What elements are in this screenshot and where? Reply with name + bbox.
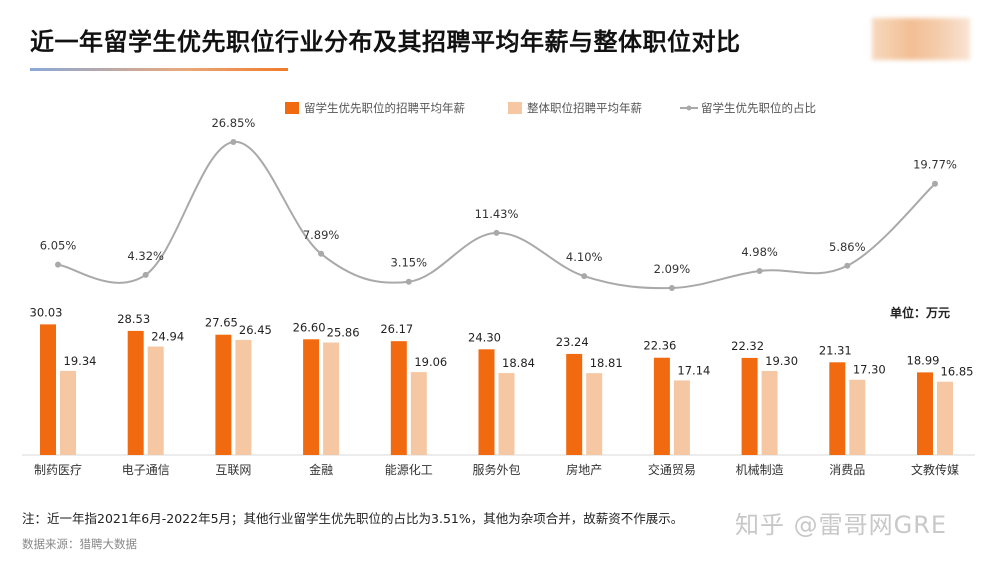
data-label-留学生-4: 26.60	[293, 320, 326, 334]
bar-留学生-2	[127, 330, 144, 455]
bar-整体-1	[60, 370, 76, 455]
data-label-留学生-1: 30.03	[30, 305, 63, 319]
line-label-10: 5.86%	[829, 240, 866, 254]
line-point-3	[230, 139, 237, 145]
bar-整体-5	[410, 372, 427, 455]
data-label-留学生-11: 18.99	[907, 353, 940, 367]
bar-留学生-1	[40, 324, 56, 455]
watermark: 知乎 @雷哥网GRE	[735, 511, 948, 539]
line-label-1: 6.05%	[40, 239, 77, 253]
data-label-留学生-10: 21.31	[819, 343, 852, 357]
legend-swatch-2	[508, 102, 522, 114]
bar-留学生-3	[215, 334, 232, 455]
data-label-留学生-3: 27.65	[205, 316, 238, 330]
x-tick-label-8: 交通贸易	[648, 462, 696, 477]
x-tick-label-7: 房地产	[566, 462, 602, 477]
legend-label-1: 留学生优先职位的招聘平均年薪	[304, 101, 465, 115]
line-label-8: 2.09%	[654, 262, 691, 276]
data-label-留学生-7: 23.24	[556, 335, 589, 349]
line-label-5: 3.15%	[391, 256, 428, 270]
x-tick-label-10: 消费品	[829, 463, 865, 477]
bar-留学生-5	[390, 341, 407, 455]
data-label-留学生-5: 26.17	[380, 322, 413, 336]
x-tick-label-3: 互联网	[215, 463, 251, 477]
line-share-series	[57, 140, 936, 290]
chart-area: 留学生优先职位的招聘平均年薪 整体职位招聘平均年薪 留学生优先职位的占比 30.03 1…	[22, 101, 975, 477]
bar-整体-3	[235, 339, 252, 455]
data-label-整体-6: 18.84	[502, 356, 535, 370]
x-tick-label-4: 金融	[309, 462, 333, 477]
line-label-3: 26.85%	[211, 116, 255, 130]
bar-整体-10	[849, 379, 866, 455]
data-label-整体-3: 26.45	[239, 323, 272, 337]
unit-label: 单位：万元	[890, 306, 951, 320]
legend-label-3: 留学生优先职位的占比	[701, 101, 816, 115]
bar-留学生-6	[478, 349, 495, 455]
x-tick-label-2: 电子通信	[122, 463, 170, 477]
data-label-留学生-2: 28.53	[117, 312, 150, 326]
line-point-9	[756, 267, 763, 274]
data-label-整体-8: 17.14	[677, 363, 710, 377]
legend-marker-3	[686, 105, 692, 111]
bar-留学生-10	[829, 362, 846, 455]
x-tick-label-6: 服务外包	[472, 462, 520, 477]
bar-留学生-11	[917, 372, 933, 455]
line-point-7	[581, 273, 588, 280]
data-label-整体-11: 16.85	[941, 365, 974, 379]
legend-label-2: 整体职位招聘平均年薪	[527, 101, 642, 115]
chart-title: 近一年留学生优先职位行业分布及其招聘平均年薪与整体职位对比	[30, 28, 741, 56]
bar-留学生-7	[566, 353, 583, 455]
line-label-7: 4.10%	[566, 250, 603, 264]
data-label-整体-7: 18.81	[590, 356, 623, 370]
bar-整体-4	[323, 342, 340, 455]
data-label-整体-4: 25.86	[327, 326, 360, 340]
line-point-2	[142, 271, 149, 278]
data-source: 数据来源：猎聘大数据	[22, 537, 137, 551]
line-label-9: 4.98%	[741, 245, 778, 259]
line-point-10	[844, 262, 851, 269]
data-label-整体-2: 24.94	[151, 330, 184, 344]
footnote: 注：近一年指2021年6月-2022年5月；其他行业留学生优先职位的占比为3.5…	[22, 511, 684, 526]
line-point-1	[55, 261, 61, 268]
line-point-4	[318, 250, 325, 257]
line-label-2: 4.32%	[127, 249, 164, 263]
bar-整体-7	[586, 373, 603, 455]
line-point-5	[405, 278, 412, 285]
title-underline	[30, 68, 288, 71]
bar-整体-2	[147, 346, 164, 455]
line-label-4: 7.89%	[303, 228, 340, 242]
bar-留学生-9	[741, 357, 758, 455]
x-tick-label-11: 文教传媒	[911, 462, 959, 477]
legend-swatch-1	[285, 102, 299, 114]
x-tick-label-1: 制药医疗	[34, 463, 82, 477]
line-label-6: 11.43%	[475, 207, 519, 221]
bar-整体-11	[937, 381, 953, 455]
line-point-11	[932, 180, 938, 187]
bar-整体-9	[761, 371, 778, 455]
data-label-整体-1: 19.34	[64, 354, 97, 368]
bar-整体-6	[498, 373, 515, 455]
data-label-整体-5: 19.06	[414, 355, 447, 369]
bar-整体-8	[673, 380, 690, 455]
bar-留学生-8	[653, 357, 670, 455]
blurred-logo	[872, 18, 970, 60]
line-point-6	[493, 229, 500, 236]
x-tick-label-5: 能源化工	[385, 463, 433, 477]
line-label-11: 19.77%	[913, 158, 957, 172]
x-tick-label-9: 机械制造	[736, 462, 784, 477]
data-label-整体-10: 17.30	[853, 363, 886, 377]
bar-留学生-4	[303, 339, 320, 455]
data-label-留学生-9: 22.32	[731, 339, 764, 353]
data-label-整体-9: 19.30	[765, 354, 798, 368]
data-label-留学生-8: 22.36	[643, 339, 676, 353]
data-label-留学生-6: 24.30	[468, 330, 501, 344]
line-point-8	[668, 285, 675, 291]
